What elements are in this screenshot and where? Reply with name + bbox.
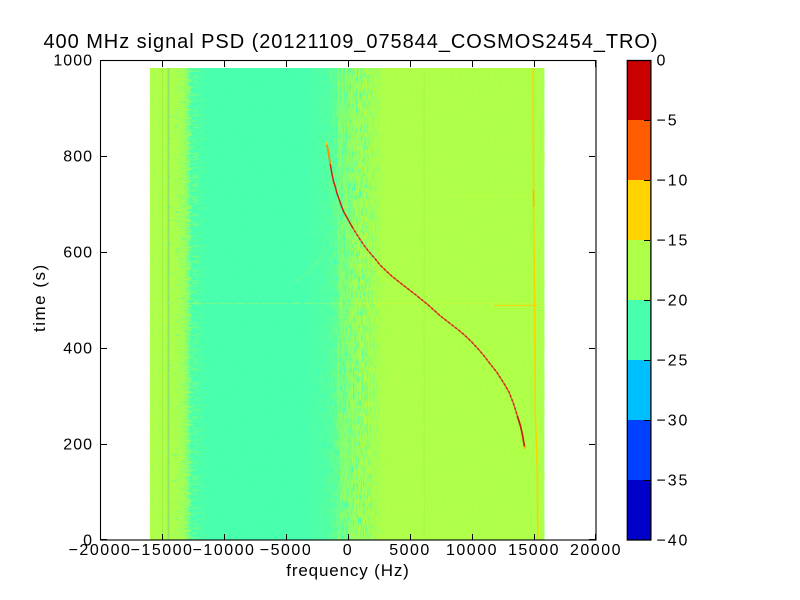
svg-text:−15: −15 — [657, 233, 690, 250]
svg-text:0: 0 — [657, 53, 668, 70]
svg-text:−20000: −20000 — [69, 542, 132, 559]
svg-text:5000: 5000 — [389, 542, 431, 559]
svg-text:−35: −35 — [657, 473, 690, 490]
svg-text:−5000: −5000 — [260, 542, 312, 559]
svg-text:−10: −10 — [657, 173, 690, 190]
svg-text:−5: −5 — [657, 113, 679, 130]
svg-text:15000: 15000 — [508, 542, 560, 559]
svg-text:400 MHz signal PSD (20121109_0: 400 MHz signal PSD (20121109_075844_COSM… — [43, 31, 658, 53]
svg-text:0: 0 — [343, 542, 353, 559]
svg-text:−30: −30 — [657, 413, 690, 430]
svg-text:400: 400 — [63, 341, 93, 358]
svg-text:−10000: −10000 — [193, 542, 256, 559]
svg-text:10000: 10000 — [446, 542, 498, 559]
svg-text:1000: 1000 — [53, 53, 93, 70]
svg-text:time (s): time (s) — [30, 263, 49, 332]
svg-text:20000: 20000 — [570, 542, 622, 559]
svg-text:−15000: −15000 — [131, 542, 194, 559]
svg-text:−20: −20 — [657, 293, 690, 310]
svg-text:−25: −25 — [657, 353, 690, 370]
svg-text:−40: −40 — [657, 533, 690, 550]
svg-text:800: 800 — [63, 149, 93, 166]
svg-text:200: 200 — [63, 437, 93, 454]
svg-text:0: 0 — [83, 533, 93, 550]
svg-text:frequency (Hz): frequency (Hz) — [286, 561, 409, 580]
svg-text:600: 600 — [63, 245, 93, 262]
